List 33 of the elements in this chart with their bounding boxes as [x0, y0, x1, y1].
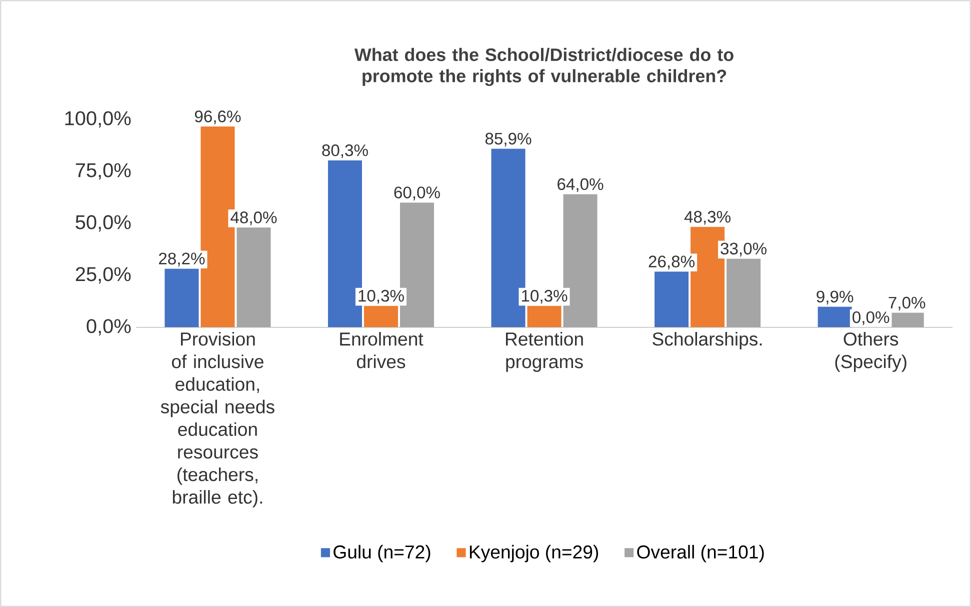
data-label: 28,2%: [159, 252, 205, 266]
data-label: 96,6%: [194, 110, 241, 124]
x-tick-label: Scholarships.: [652, 332, 762, 350]
bar: [654, 272, 689, 328]
data-label: 26,8%: [648, 256, 694, 270]
y-tick-label: 75,0%: [76, 163, 131, 180]
data-label: 7,0%: [888, 296, 926, 310]
data-label: 0,0%: [852, 311, 890, 326]
x-tick-label: Others (Specify): [835, 332, 906, 372]
data-label: 85,9%: [485, 132, 532, 146]
bar: [726, 258, 761, 328]
x-tick-label: Enrolment drives: [340, 332, 424, 368]
data-label: 48,0%: [230, 212, 277, 226]
data-label: 48,3%: [684, 210, 730, 225]
data-label: 64,0%: [558, 178, 604, 192]
data-label: 60,0%: [394, 186, 440, 200]
y-tick-label: 100,0%: [65, 111, 131, 128]
chart-title: What does the School/District/diocese do to promote the rights of vulnerable children?: [354, 48, 734, 86]
bar: [236, 228, 271, 328]
bar: [164, 268, 199, 328]
data-label: 9,9%: [816, 290, 854, 304]
legend-label: Kyenjojo (n=29): [470, 544, 598, 562]
data-label: 10,3%: [522, 290, 568, 304]
data-label: 80,3%: [322, 144, 368, 158]
y-tick-label: 0,0%: [86, 319, 131, 336]
legend-label: Gulu (n=72): [334, 544, 430, 562]
y-tick-label: 50,0%: [76, 215, 131, 232]
y-tick-label: 25,0%: [76, 267, 131, 284]
data-label: 10,3%: [358, 290, 404, 304]
data-label: 33,0%: [720, 242, 767, 256]
x-tick-label: Retention programs: [506, 332, 583, 372]
legend-label: Overall (n=101): [637, 544, 764, 562]
x-tick-label: Provision of inclusive education, special needs education resources (teachers, braille etc).: [160, 332, 274, 508]
